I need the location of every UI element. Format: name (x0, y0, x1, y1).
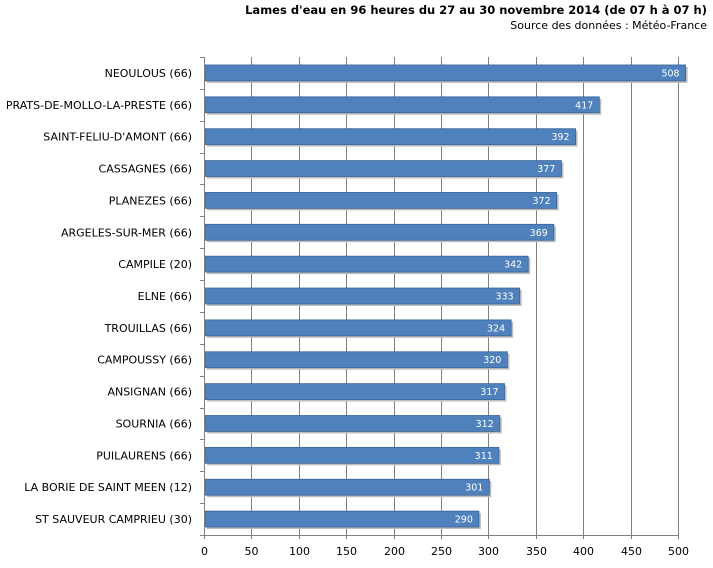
category-label: PUILAURENS (66) (96, 449, 192, 462)
bar-value-label: 301 (465, 483, 483, 494)
bar (204, 478, 490, 496)
bar (204, 96, 600, 114)
x-tick-label: 50 (245, 545, 259, 558)
category-label: TROUILLAS (66) (104, 322, 192, 335)
bar (204, 383, 505, 400)
bar (204, 446, 500, 464)
category-label: NEOULOUS (66) (105, 67, 192, 80)
bar (204, 160, 562, 177)
chart-title: Lames d'eau en 96 heures du 27 au 30 nov… (245, 3, 707, 17)
x-tick-label: 250 (431, 545, 452, 558)
bar-value-label: 508 (661, 68, 679, 79)
category-label: ELNE (66) (138, 290, 192, 303)
category-label: ANSIGNAN (66) (107, 386, 192, 399)
bar (204, 415, 501, 432)
bar (204, 510, 480, 528)
chart-subtitle: Source des données : Météo-France (510, 19, 707, 32)
bar-value-label: 324 (487, 323, 505, 334)
bar (204, 287, 521, 305)
category-label: CAMPILE (20) (118, 258, 192, 271)
bar (204, 128, 577, 146)
x-tick-label: 450 (621, 545, 642, 558)
bar-value-label: 369 (530, 228, 548, 239)
x-tick-label: 350 (526, 545, 547, 558)
x-tick-label: 300 (478, 545, 499, 558)
category-label: PLANEZES (66) (109, 194, 192, 207)
bar-value-label: 342 (504, 260, 522, 271)
x-tick-label: 150 (336, 545, 357, 558)
bar (204, 319, 512, 337)
bar-value-label: 372 (533, 196, 551, 207)
bar (204, 223, 555, 241)
x-tick-label: 0 (201, 545, 208, 558)
bars (204, 64, 688, 530)
x-tick-label: 100 (289, 545, 310, 558)
category-label: SAINT-FELIU-D'AMONT (66) (43, 131, 192, 144)
bar (204, 255, 529, 273)
category-label: ARGELES-SUR-MER (66) (61, 226, 192, 239)
bar-value-label: 311 (475, 451, 493, 462)
category-label: ST SAUVEUR CAMPRIEU (30) (35, 513, 192, 526)
bar-value-label: 312 (476, 419, 494, 430)
category-label: SOURNIA (66) (116, 417, 192, 430)
bar (204, 351, 508, 369)
bar-value-label: 320 (483, 355, 501, 366)
x-tick-label: 500 (668, 545, 689, 558)
x-tick-label: 200 (384, 545, 405, 558)
category-label: CAMPOUSSY (66) (97, 354, 192, 367)
bar-value-label: 290 (455, 515, 473, 526)
bar (204, 64, 686, 82)
labels: 0 50 100 150 200 250 300 350 400 450 500 508 NEOULOU… (6, 67, 689, 558)
category-label: CASSAGNES (66) (99, 163, 192, 176)
axes (200, 57, 679, 539)
bar-value-label: 333 (496, 292, 514, 303)
bar-value-label: 377 (537, 164, 555, 175)
bar-value-label: 417 (575, 100, 593, 111)
category-label: PRATS-DE-MOLLO-LA-PRESTE (66) (6, 99, 192, 112)
bar-value-label: 317 (480, 387, 498, 398)
bar-value-label: 392 (551, 132, 569, 143)
x-tick-label: 400 (573, 545, 594, 558)
bar (204, 192, 558, 209)
category-label: LA BORIE DE SAINT MEEN (12) (24, 481, 192, 494)
